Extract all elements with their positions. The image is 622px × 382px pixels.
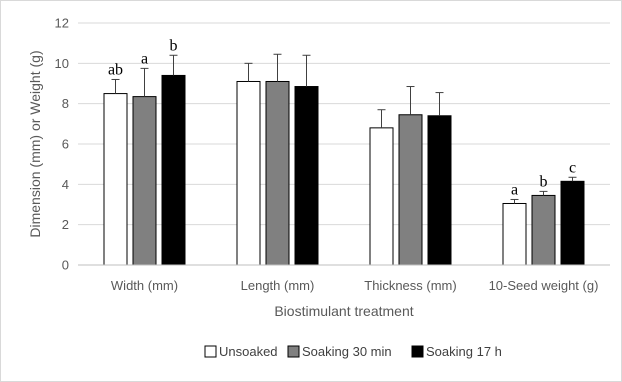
legend-label: Soaking 17 h [426,344,502,359]
significance-label: ab [108,61,123,78]
bar [103,93,128,266]
y-tick-label: 8 [62,96,69,111]
bar [236,80,261,266]
bar [132,96,157,266]
y-tick-label: 2 [62,217,69,232]
bar [369,127,394,266]
bar [398,114,423,266]
bar [427,115,452,266]
category-label: 10-Seed weight (g) [489,278,599,293]
bar [502,202,527,266]
y-tick-label: 4 [62,177,69,192]
bar [294,86,319,266]
error-bars [111,53,577,204]
legend-label: Unsoaked [219,344,278,359]
y-tick-label: 0 [62,258,69,273]
significance-label: a [141,50,148,67]
legend: Unsoaked Soaking 30 min Soaking 17 h [204,344,502,359]
bar [560,180,585,266]
y-tick-labels: 0 2 4 6 8 10 12 [55,16,69,273]
y-tick-label: 12 [55,16,69,31]
bar [265,80,290,266]
significance-label: c [569,159,576,176]
category-label: Length (mm) [241,278,315,293]
y-axis-title: Dimension (mm) or Weight (g) [27,50,43,237]
significance-label: b [540,173,548,190]
category-label: Thickness (mm) [364,278,456,293]
legend-swatch [204,345,217,358]
significance-label: a [511,181,518,198]
legend-label: Soaking 30 min [302,344,392,359]
legend-swatch [287,345,300,358]
category-label: Width (mm) [111,278,178,293]
legend-swatch [411,345,424,358]
y-tick-label: 6 [62,137,69,152]
x-axis-title: Biostimulant treatment [274,303,413,319]
category-labels: Width (mm) Length (mm) Thickness (mm) 10-Se… [111,278,599,293]
bar [531,194,556,266]
bars [103,74,585,266]
significance-label: b [170,37,178,54]
bar [161,74,186,266]
y-tick-label: 10 [55,56,69,71]
